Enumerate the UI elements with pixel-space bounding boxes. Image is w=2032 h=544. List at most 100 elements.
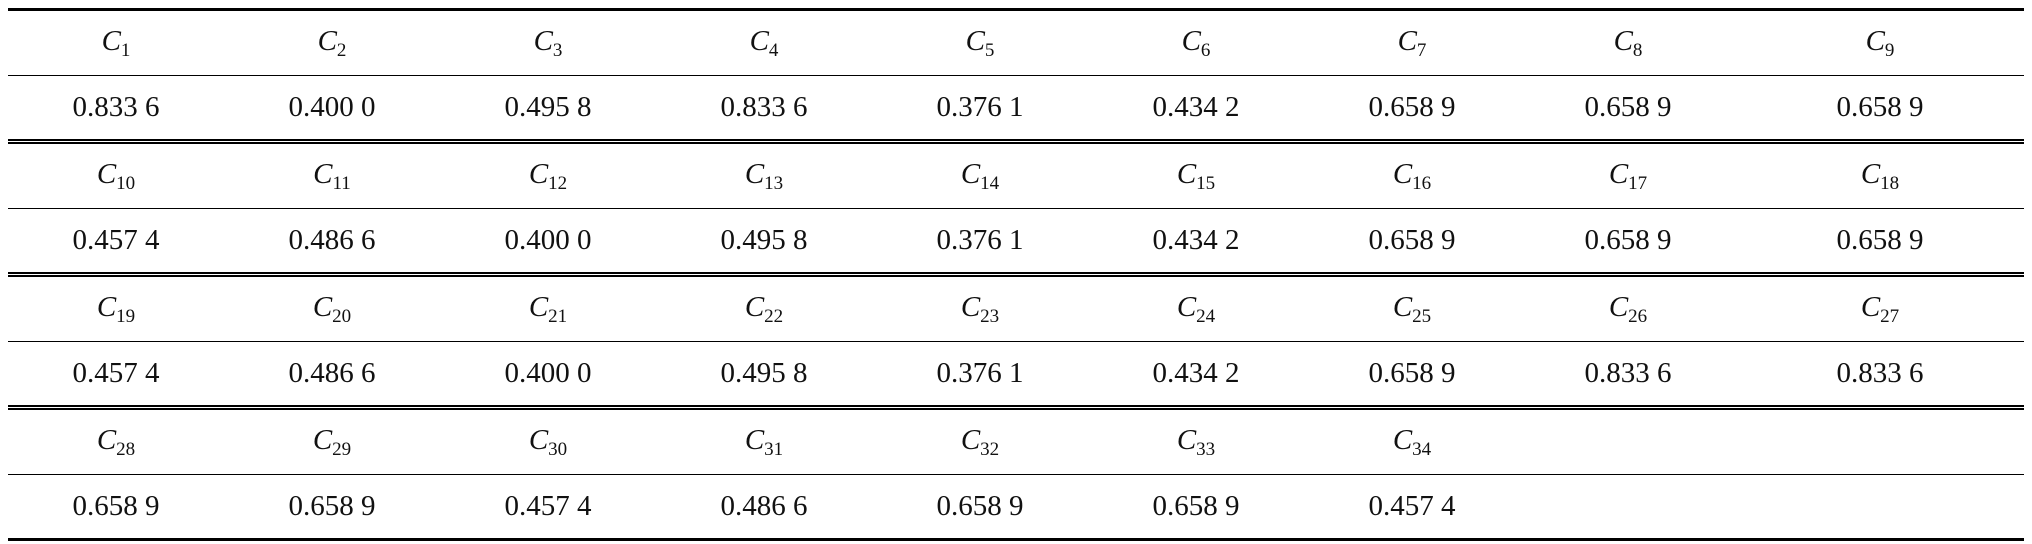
header-cell: C7: [1304, 8, 1520, 76]
header-row: C1 C2 C3 C4 C5 C6 C7 C8 C9: [8, 8, 2024, 76]
symbol: C: [1181, 24, 1201, 57]
subscript: 33: [1196, 438, 1216, 460]
value-row: 0.457 4 0.486 6 0.400 0 0.495 8 0.376 1 0.434…: [8, 209, 2024, 275]
value-cell: 0.495 8: [720, 357, 808, 389]
symbol: C: [960, 423, 981, 456]
subscript: 10: [116, 172, 136, 194]
value-cell: 0.457 4: [440, 474, 656, 541]
value-cell: 0.658 9: [1836, 224, 1924, 256]
subscript: 14: [980, 172, 1000, 194]
header-cell: C4: [656, 8, 872, 76]
header-cell: C3: [440, 8, 656, 76]
symbol: C: [101, 24, 121, 57]
symbol: C: [1608, 290, 1629, 323]
value-cell: 0.658 9: [1368, 357, 1456, 389]
symbol: C: [528, 423, 549, 456]
value-cell: [1736, 474, 2024, 541]
symbol: C: [1397, 24, 1417, 57]
header-cell: C34: [1304, 405, 1520, 475]
symbol: C: [317, 24, 337, 57]
header-cell: C6: [1088, 8, 1304, 76]
symbol: C: [965, 24, 985, 57]
value-cell: 0.457 4: [72, 224, 160, 256]
subscript: 24: [1196, 305, 1216, 327]
subscript: 20: [332, 305, 352, 327]
symbol: C: [96, 423, 117, 456]
value-cell: 0.658 9: [1584, 224, 1672, 256]
subscript: 30: [548, 438, 568, 460]
value-cell: 0.376 1: [936, 357, 1024, 389]
subscript: 27: [1880, 305, 1900, 327]
subscript: 17: [1628, 172, 1648, 194]
value-cell: 0.833 6: [1584, 357, 1672, 389]
symbol: C: [313, 157, 333, 190]
symbol: C: [1176, 157, 1197, 190]
header-cell: C1: [8, 8, 224, 76]
header-cell: C16: [1304, 139, 1520, 209]
value-cell: 0.400 0: [504, 224, 592, 256]
value-cell: 0.457 4: [72, 357, 160, 389]
symbol: C: [744, 290, 765, 323]
subscript: 5: [984, 39, 995, 61]
symbol: C: [960, 157, 981, 190]
subscript: 34: [1412, 438, 1432, 460]
value-cell: 0.658 9: [8, 474, 224, 541]
value-cell: 0.658 9: [1368, 224, 1456, 256]
subscript: 13: [764, 172, 784, 194]
symbol: C: [1613, 24, 1633, 57]
value-cell: 0.486 6: [656, 474, 872, 541]
header-cell: C9: [1736, 8, 2024, 76]
subscript: 16: [1412, 172, 1432, 194]
subscript: 26: [1628, 305, 1648, 327]
header-cell: [1736, 405, 2024, 475]
header-cell: C20: [224, 272, 440, 342]
value-cell: 0.658 9: [1584, 91, 1672, 123]
value-cell: 0.833 6: [720, 91, 808, 123]
value-cell: [1520, 474, 1736, 541]
value-cell: 0.658 9: [224, 474, 440, 541]
header-cell: C31: [656, 405, 872, 475]
header-cell: C10: [8, 139, 224, 209]
header-cell: C22: [656, 272, 872, 342]
value-cell: 0.486 6: [288, 224, 376, 256]
header-cell: C29: [224, 405, 440, 475]
value-row: 0.457 4 0.486 6 0.400 0 0.495 8 0.376 1 0.434…: [8, 342, 2024, 408]
header-cell: C28: [8, 405, 224, 475]
value-cell: 0.495 8: [504, 91, 592, 123]
subscript: 7: [1416, 39, 1427, 61]
symbol: C: [1392, 290, 1413, 323]
header-cell: C19: [8, 272, 224, 342]
header-cell: C14: [872, 139, 1088, 209]
symbol: C: [96, 290, 117, 323]
header-cell: C8: [1520, 8, 1736, 76]
symbol: C: [1865, 24, 1885, 57]
subscript: 15: [1196, 172, 1216, 194]
symbol: C: [528, 157, 549, 190]
header-cell: C11: [224, 139, 440, 209]
header-row: C10 C11 C12 C13 C14 C15 C16 C17 C18: [8, 139, 2024, 209]
subscript: 6: [1200, 39, 1211, 61]
value-cell: 0.495 8: [720, 224, 808, 256]
header-cell: C12: [440, 139, 656, 209]
header-cell: C23: [872, 272, 1088, 342]
value-row: 0.658 9 0.658 9 0.457 4 0.486 6 0.658 9 0.658…: [8, 474, 2024, 541]
header-row: C28 C29 C30 C31 C32 C33 C34: [8, 405, 2024, 475]
header-cell: C5: [872, 8, 1088, 76]
subscript: 12: [548, 172, 568, 194]
subscript: 9: [1884, 39, 1895, 61]
header-cell: C17: [1520, 139, 1736, 209]
subscript: 29: [332, 438, 352, 460]
value-cell: 0.833 6: [72, 91, 160, 123]
subscript: 22: [764, 305, 784, 327]
symbol: C: [312, 423, 333, 456]
subscript: 28: [116, 438, 136, 460]
value-cell: 0.400 0: [288, 91, 376, 123]
header-cell: C25: [1304, 272, 1520, 342]
subscript: 23: [980, 305, 1000, 327]
value-cell: 0.833 6: [1836, 357, 1924, 389]
header-cell: C33: [1088, 405, 1304, 475]
header-cell: C24: [1088, 272, 1304, 342]
header-cell: C27: [1736, 272, 2024, 342]
